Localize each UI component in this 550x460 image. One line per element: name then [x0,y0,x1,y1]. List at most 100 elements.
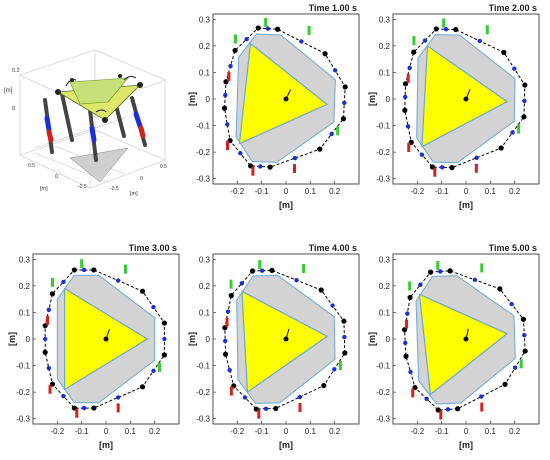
green-marker [264,17,268,27]
iso-z-tick-top: 0.2 [12,68,20,74]
y-tick-label: 0.2 [379,282,391,291]
joint-node [403,353,409,359]
joint-node [273,405,279,412]
actuator-node [440,165,445,170]
y-tick-label: 0.2 [199,282,211,291]
heading-pointer [465,328,469,340]
time-label: Time 2.00 s [489,3,537,13]
green-marker [50,277,54,287]
actuator-node [151,368,156,374]
y-tick-label: -0.1 [376,362,390,371]
y-tick-label: -0.2 [376,388,390,397]
actuator-node [422,38,428,43]
actuator-node [242,395,248,400]
red-marker [116,403,120,413]
green-marker [80,259,84,269]
platform-triangle [421,44,509,148]
x-axis-label: [m] [279,200,293,210]
x-tick-label: 0 [284,427,289,436]
joint-node [228,293,234,299]
actuator-node [443,27,449,32]
joint-node [428,269,434,275]
y-tick-label: -0.2 [376,148,390,157]
iso-x-tick-a: -0.5 [110,186,119,192]
y-tick-label: 0.2 [199,42,211,51]
joint-node [497,286,503,292]
x-tick-label: 0.1 [485,427,497,436]
top-view-plot-5: -0.2 -0.1 0 0.1 0.2 0.3 0.2 0.1 0 -0.1 -0.2 -0.3 [m]… [367,243,540,450]
iso-view-figure: 0.2 0 [m] 0.5 0 -0.5 [m] -0.5 0 0.5 [m] [4,49,167,197]
green-marker [307,25,311,35]
y-tick-label: 0.1 [379,68,391,77]
actuator-node [477,38,482,44]
red-marker [298,402,302,412]
joint-node [453,26,459,33]
joint-node [340,116,347,122]
actuator-node [419,152,425,157]
platform-triangle [418,293,509,396]
y-tick-label: -0.3 [196,175,210,184]
iso-x-tick-c: 0.5 [160,164,167,170]
green-marker [485,25,489,35]
y-tick-label: 0.1 [19,308,31,317]
iso-y-tick-b: 0 [55,174,58,180]
actuator-node [510,130,515,135]
x-tick-label: -0.2 [230,187,244,196]
y-tick-label: -0.1 [16,362,30,371]
y-tick-label: -0.3 [376,175,390,184]
actuator-node [115,278,121,283]
x-tick-label: 0.2 [329,187,341,196]
actuator-node [294,277,299,283]
x-axis-label: [m] [459,200,473,210]
joint-node [342,350,348,356]
green-marker [412,36,416,46]
joint-node [521,114,527,120]
plot-panel-4: -0.2 -0.1 0 0.1 0.2 0.3 0.2 0.1 0 -0.1 -0.2 -0.3 [m]… [185,240,365,455]
x-axis-label: [m] [279,440,293,450]
y-axis-label: [m] [367,92,377,106]
top-view-plot-4: -0.2 -0.1 0 0.1 0.2 0.3 0.2 0.1 0 -0.1 -0.2 -0.3 [m]… [187,243,360,450]
y-tick-label: -0.1 [376,122,390,131]
red-marker [474,163,478,173]
actuator-node [474,155,479,161]
actuator-node [332,367,337,372]
joint-node [42,349,48,355]
red-marker [411,388,415,398]
actuator-node [418,282,423,287]
x-tick-label: 0 [464,187,469,196]
green-marker [302,263,306,273]
actuator-node [512,365,518,370]
red-marker [439,410,443,420]
green-marker [229,279,233,289]
iso-x-label: [m] [130,191,138,197]
y-tick-label: -0.1 [196,362,210,371]
y-tick-label: 0.3 [199,15,211,24]
actuator-node [405,311,410,316]
x-tick-label: 0 [104,427,109,436]
actuator-node [522,332,527,338]
green-marker [258,260,262,270]
actuator-node [223,92,228,98]
y-tick-label: -0.3 [196,415,210,424]
joint-node [267,164,273,170]
top-view-plot-3: -0.2 -0.1 0 0.1 0.2 0.3 0.2 0.1 0 -0.1 -0.2 -0.3 [m]… [7,243,180,450]
green-marker [336,126,340,136]
actuator-node [258,164,263,169]
y-axis-label: [m] [187,92,197,106]
joint-node [520,316,527,322]
actuator-node [445,407,451,412]
actuator-node [424,396,429,401]
y-tick-label: 0.3 [19,255,31,264]
actuator-node [46,307,52,312]
x-tick-label: -0.2 [410,187,424,196]
iso-y-tick-a: 0.5 [28,163,35,169]
y-tick-label: 0.1 [379,308,391,317]
actuator-node [329,131,334,137]
y-tick-label: -0.1 [196,122,210,131]
actuator-node [332,68,338,73]
x-tick-label: 0.2 [509,187,521,196]
actuator-node [330,303,335,308]
time-label: Time 1.00 s [309,3,357,13]
joint-node [275,26,281,32]
y-axis-label: [m] [367,332,377,346]
